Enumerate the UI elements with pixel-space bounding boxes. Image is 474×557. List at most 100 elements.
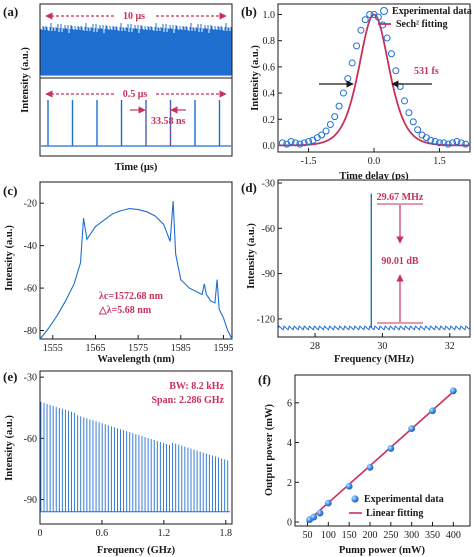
panel-d-ytick-label: -90 [262,269,275,280]
panel-a-interval-label: 33.58 ns [151,116,186,127]
panel-e: 0 0.6 1.2 1.8 -30 -60 -90 (e) Intensity (a.u.)… [3,369,233,556]
panel-e-ylabel: Intensity (a.u.) [4,415,15,481]
panel-a-tag: (a) [3,4,18,19]
panel-a-top-trace [40,23,232,76]
panel-f-ytick-label: 6 [287,398,292,409]
panel-b-point [353,42,361,50]
panel-f-point [310,513,318,521]
panel-a-frame [39,3,233,157]
panel-a-bottom-trace [41,100,231,147]
panel-c-ytick-label: -60 [24,284,37,295]
panel-a-top-band [40,23,232,75]
panel-b-xlabel: Time delay (ps) [339,171,409,182]
panel-e-xtick-label: 1.8 [220,528,233,539]
panel-c-ytick-label: -80 [24,326,37,337]
panel-e-span-label: Span: 2.286 GHz [151,395,224,406]
panel-b-point [366,10,374,18]
panel-b-point [379,21,387,29]
panel-f-point [449,387,457,395]
panel-b-data-points [278,10,470,148]
panel-c-xtick-label: 1575 [128,343,148,354]
panel-c-xlabel: Wavelength (nm) [97,354,175,365]
panel-a: (a) Intensity (a.u.) Time (μs) 10 μs 0.5… [3,3,233,173]
panel-f-ticks: 50 100 150 200 250 300 350 400 0 2 4 6 [287,398,461,541]
panel-b-ytick-label: 0.2 [263,115,276,126]
panel-b-point [361,16,369,24]
panel-e-ytick-label: -30 [24,373,37,384]
panel-f-xtick-label: 100 [321,530,336,541]
panel-e-tag: (e) [3,369,17,384]
panel-b-point [440,139,448,147]
panel-b-point [405,109,413,117]
panel-b-xtick-label: 0.0 [368,156,381,167]
panel-b-point [462,140,470,148]
panel-f-point [316,509,324,517]
panel-a-ylabel: Intensity (a.u.) [20,47,31,113]
panel-c-ytick-label: -20 [24,199,37,210]
panel-c-frame [39,181,233,340]
panel-b-point [331,113,339,121]
panel-f-data-points [306,387,457,524]
panel-b-point [339,89,347,97]
panel-b: -1.5 0.0 1.5 0.0 0.2 0.4 0.6 0.8 1.0 (b) Intensi… [241,3,472,182]
panel-f-frame [294,374,471,527]
panel-f-xlabel: Pump power (mW) [339,545,426,556]
panel-b-point [374,13,382,21]
panel-f-xtick-label: 200 [363,530,378,541]
panel-d-xtick-label: 30 [377,341,387,352]
panel-e-ticks: 0 0.6 1.2 1.8 -30 -60 -90 [24,373,232,539]
panel-b-ylabel: Intensity (a.u.) [250,45,261,111]
panel-b-point [278,139,286,147]
panel-b-ytick-label: 1.0 [263,10,276,21]
panel-f-ytick-label: 4 [287,438,292,449]
panel-a-window-label: 0.5 μs [123,89,148,100]
panel-d-xtick-label: 28 [310,341,320,352]
panel-b-point [453,138,461,146]
panel-f-xtick-label: 150 [342,530,357,541]
panel-f-xtick-label: 300 [404,530,419,541]
panel-b-legend: Experimental data Sech² fitting [378,6,472,30]
panel-b-xtick-label: -1.5 [301,156,317,167]
panel-b-point [431,138,439,146]
panel-e-xtick-label: 1.2 [158,528,171,539]
panel-b-ytick-label: 0.6 [263,62,276,73]
panel-c-spectrum [39,201,233,340]
panel-b-point [287,138,295,146]
panel-f: 50 100 150 200 250 300 350 400 0 2 4 6 (f) Output p… [258,372,471,556]
panel-b-point [318,131,326,139]
panel-c-ticks: 1555 1565 1575 1585 1595 -20 -40 -60 -80 [24,199,234,354]
panel-c-xtick-label: 1585 [171,343,191,354]
panel-f-point [408,425,416,433]
panel-f-legend-fit: Linear fitting [366,508,423,519]
panel-d-xlabel: Frequency (MHz) [334,354,414,365]
panel-d-ytick-label: -60 [262,224,275,235]
panel-f-legend-marker-data [351,495,359,503]
panel-b-fwhm-label: 531 fs [414,66,439,77]
panel-b-point [326,120,334,128]
panel-b-point [300,139,308,147]
panel-b-xtick-label: 1.5 [433,156,446,167]
panel-f-point [324,499,332,507]
panel-b-point [383,34,391,42]
panel-b-point [348,59,356,67]
panel-d-snr-label: 90.01 dB [381,256,419,267]
panel-b-tag: (b) [241,4,257,19]
panel-b-point [322,127,330,135]
panel-a-window-label-bg [116,86,154,100]
panel-b-point [401,97,409,105]
panel-d-frame [277,179,471,338]
panel-d-xtick-label: 32 [445,341,455,352]
panel-f-point [345,482,353,490]
panel-f-ylabel: Output power (mW) [264,404,275,496]
panel-b-point [435,139,443,147]
panel-b-point [449,139,457,147]
panel-b-legend-fit: Sech² fitting [396,19,448,30]
panel-e-xtick-label: 0.6 [96,528,109,539]
panel-f-point [366,463,374,471]
panel-b-point [291,139,299,147]
panel-b-ytick-label: 0.0 [263,141,276,152]
panel-e-harmonics [40,401,230,513]
panel-f-xtick-label: 350 [425,530,440,541]
panel-d-ytick-label: -30 [262,179,275,190]
